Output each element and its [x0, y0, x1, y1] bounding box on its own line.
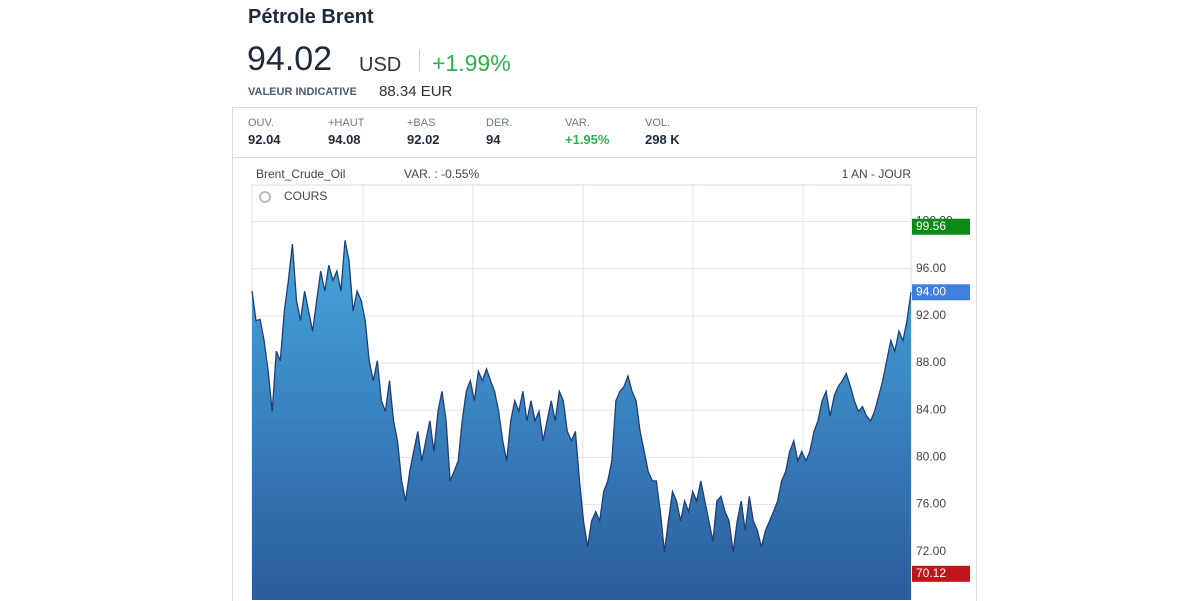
price-marker: [912, 284, 970, 301]
line: [251, 240, 912, 552]
stat-value: 298 K: [645, 132, 680, 147]
y-tick-label: 92.00: [916, 308, 946, 322]
stat-label: +HAUT: [328, 117, 365, 129]
stat-label: OUV.: [248, 117, 274, 129]
price-marker-label: 94.00: [916, 284, 946, 298]
stat-value: +1.95%: [565, 132, 610, 147]
y-tick-label: 72.00: [916, 544, 946, 558]
price-marker: [912, 218, 970, 235]
divider: [233, 157, 976, 158]
series-name: Brent_Crude_Oil: [256, 167, 345, 181]
change: +1.99%: [432, 50, 511, 76]
y-tick-label: 84.00: [916, 402, 946, 416]
stat-label: DER.: [486, 117, 513, 129]
stat-label: VOL.: [645, 117, 671, 129]
legend-label: COURS: [284, 189, 327, 203]
stat-label: +BAS: [407, 117, 436, 129]
stat-value: 92.04: [248, 132, 281, 147]
y-tick-label: 88.00: [916, 355, 946, 369]
variation: VAR. : -0.55%: [404, 167, 479, 181]
area: [252, 240, 911, 600]
price-marker-label: 70.12: [916, 566, 946, 580]
stat-value: 94.08: [328, 132, 361, 147]
price-marker-label: 99.56: [916, 219, 946, 233]
stat-value: 94: [486, 132, 501, 147]
y-tick-label: 76.00: [916, 497, 946, 511]
currency: USD: [359, 54, 402, 76]
title: Pétrole Brent: [248, 6, 374, 28]
indicative-value: 88.34 EUR: [379, 83, 453, 100]
price: 94.02: [247, 40, 333, 78]
y-tick-label: 96.00: [916, 261, 946, 275]
stat-label: VAR.: [565, 117, 590, 129]
indicative-label: VALEUR INDICATIVE: [248, 86, 357, 98]
separator: [419, 50, 420, 72]
panel: [232, 107, 977, 601]
period: 1 AN - JOUR: [842, 167, 912, 181]
price-marker: [912, 565, 970, 582]
y-tick-label: 80.00: [916, 450, 946, 464]
legend-icon: [259, 191, 271, 203]
stat-value: 92.02: [407, 132, 440, 147]
